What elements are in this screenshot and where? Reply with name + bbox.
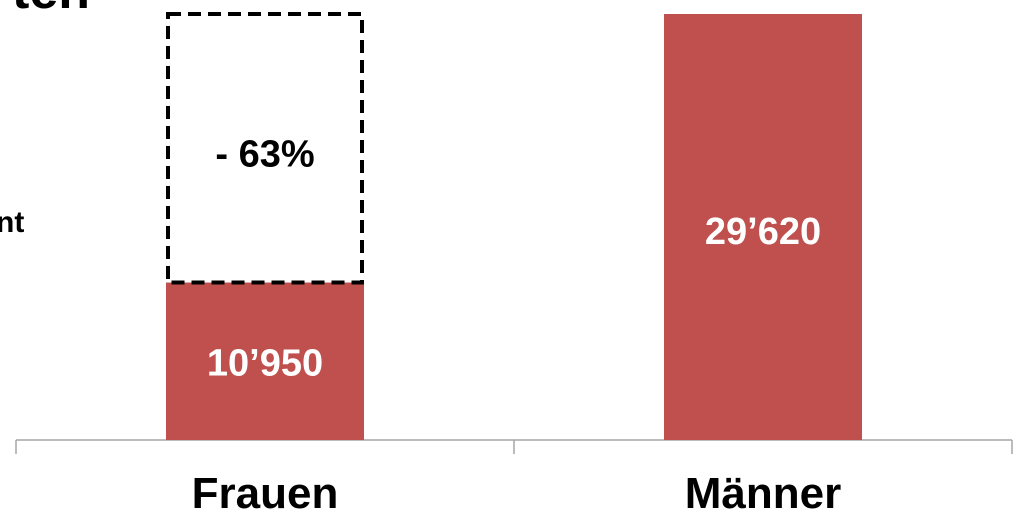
data-label-frauen: 10’950: [207, 342, 323, 384]
data-label-männer: 29’620: [705, 211, 821, 253]
category-label-männer: Männer: [685, 469, 841, 515]
bar-männer: [664, 14, 862, 440]
bar-frauen: [166, 282, 364, 440]
title-fragment: ten: [12, 0, 90, 20]
category-label-frauen: Frauen: [192, 469, 339, 515]
side-fragment: nt: [0, 206, 24, 239]
gap-label: - 63%: [215, 134, 314, 176]
plot-area: - 63% 10’950 Frauen 29’620 Männer: [15, 12, 1013, 515]
gap-outline: [166, 12, 364, 285]
